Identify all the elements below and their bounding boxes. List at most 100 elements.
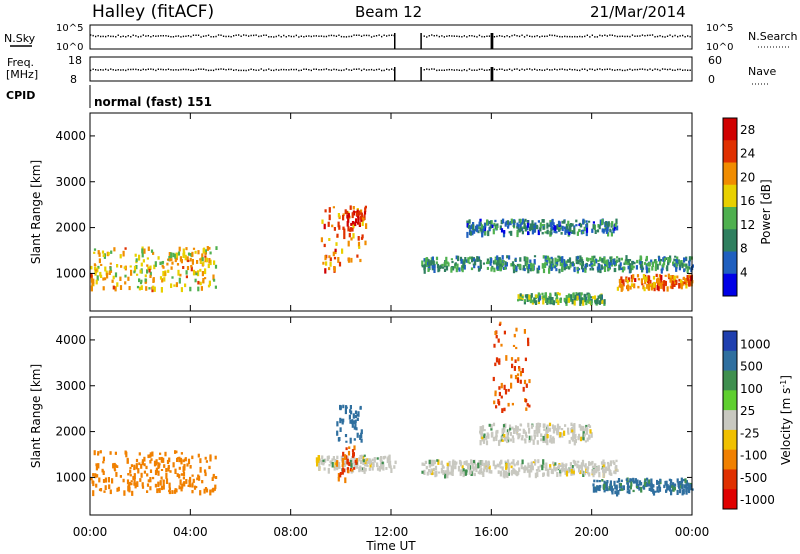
range-time-cell	[571, 436, 574, 442]
range-time-cell	[363, 211, 367, 215]
range-time-cell	[149, 274, 152, 278]
range-time-cell	[187, 259, 190, 263]
range-time-cell	[356, 417, 359, 421]
range-time-cell	[672, 486, 675, 492]
range-time-cell	[320, 237, 323, 243]
range-time-cell	[657, 481, 660, 485]
range-time-cell	[211, 477, 214, 481]
range-time-cell	[589, 257, 592, 261]
range-time-cell	[116, 264, 119, 268]
range-time-cell	[364, 205, 367, 209]
range-time-cell	[614, 260, 617, 264]
range-time-cell	[636, 479, 639, 484]
range-time-cell	[348, 414, 351, 420]
station-title: Halley (fitACF)	[92, 2, 214, 22]
range-time-cell	[130, 269, 133, 276]
range-time-cell	[551, 218, 554, 223]
range-time-cell	[672, 276, 675, 281]
range-time-cell	[554, 425, 557, 431]
range-time-cell	[522, 428, 525, 434]
range-time-cell	[525, 435, 528, 438]
range-time-cell	[93, 251, 96, 254]
range-time-cell	[388, 454, 391, 461]
range-time-cell	[681, 262, 684, 269]
range-time-cell	[514, 375, 518, 380]
range-time-cell	[570, 422, 573, 426]
range-time-cell	[511, 261, 515, 267]
range-time-cell	[174, 450, 177, 454]
range-time-cell	[129, 474, 132, 477]
range-time-cell	[474, 463, 477, 470]
range-time-cell	[456, 263, 459, 269]
range-time-cell	[595, 258, 598, 264]
range-time-cell	[687, 482, 690, 486]
range-time-cell	[690, 267, 693, 273]
colorbar-swatch	[723, 370, 737, 391]
range-time-cell	[339, 474, 342, 478]
range-time-cell	[353, 445, 356, 451]
range-time-cell	[352, 223, 355, 229]
range-time-cell	[338, 437, 341, 441]
range-time-cell	[542, 268, 546, 274]
range-time-cell	[563, 219, 566, 224]
range-time-cell	[324, 209, 327, 213]
range-time-cell	[191, 455, 194, 460]
range-time-cell	[560, 432, 563, 436]
range-time-cell	[172, 252, 175, 258]
range-time-cell	[337, 476, 340, 482]
range-time-cell	[672, 261, 675, 265]
range-time-cell	[516, 225, 519, 229]
range-time-cell	[363, 468, 366, 474]
range-time-cell	[551, 297, 554, 301]
range-time-cell	[209, 251, 212, 255]
range-time-cell	[580, 462, 583, 468]
range-time-cell	[179, 256, 182, 262]
range-time-cell	[106, 272, 109, 279]
range-time-cell	[549, 464, 552, 470]
range-time-cell	[627, 265, 630, 270]
range-time-cell	[94, 473, 97, 479]
range-time-cell	[426, 471, 429, 476]
range-time-cell	[120, 265, 123, 268]
range-time-cell	[533, 259, 536, 265]
range-time-cell	[515, 327, 518, 332]
range-time-cell	[119, 285, 123, 290]
colorbar-tick-label: 24	[740, 147, 755, 161]
range-time-cell	[107, 252, 110, 256]
range-time-cell	[479, 430, 482, 434]
range-time-cell	[591, 263, 594, 267]
range-time-cell	[140, 279, 143, 283]
range-time-cell	[161, 265, 164, 268]
range-time-cell	[517, 357, 520, 362]
range-time-cell	[119, 276, 122, 281]
range-time-cell	[196, 260, 199, 264]
range-time-cell	[104, 266, 107, 272]
range-time-cell	[504, 389, 508, 395]
range-time-cell	[343, 228, 346, 235]
range-time-cell	[669, 258, 672, 261]
range-time-cell	[201, 257, 204, 262]
range-time-cell	[167, 467, 170, 472]
range-time-cell	[545, 259, 549, 263]
range-time-cell	[199, 258, 202, 261]
range-time-cell	[511, 402, 514, 406]
range-time-cell	[204, 257, 207, 263]
range-time-cell	[462, 468, 465, 473]
range-time-cell	[664, 280, 667, 286]
range-time-cell	[160, 476, 163, 480]
range-time-cell	[365, 462, 368, 467]
range-time-cell	[499, 461, 502, 466]
range-time-cell	[480, 467, 483, 473]
range-time-cell	[150, 249, 154, 253]
range-time-cell	[472, 263, 475, 266]
range-time-cell	[535, 469, 539, 472]
range-time-cell	[513, 463, 516, 467]
colorbar-tick-label: 16	[740, 194, 755, 208]
range-time-cell	[578, 464, 581, 469]
range-time-cell	[167, 258, 170, 261]
range-time-cell	[201, 271, 204, 277]
range-time-cell	[648, 483, 651, 487]
range-time-cell	[215, 246, 218, 250]
nsearch-label: N.Search	[748, 30, 798, 43]
range-time-cell	[163, 277, 166, 282]
